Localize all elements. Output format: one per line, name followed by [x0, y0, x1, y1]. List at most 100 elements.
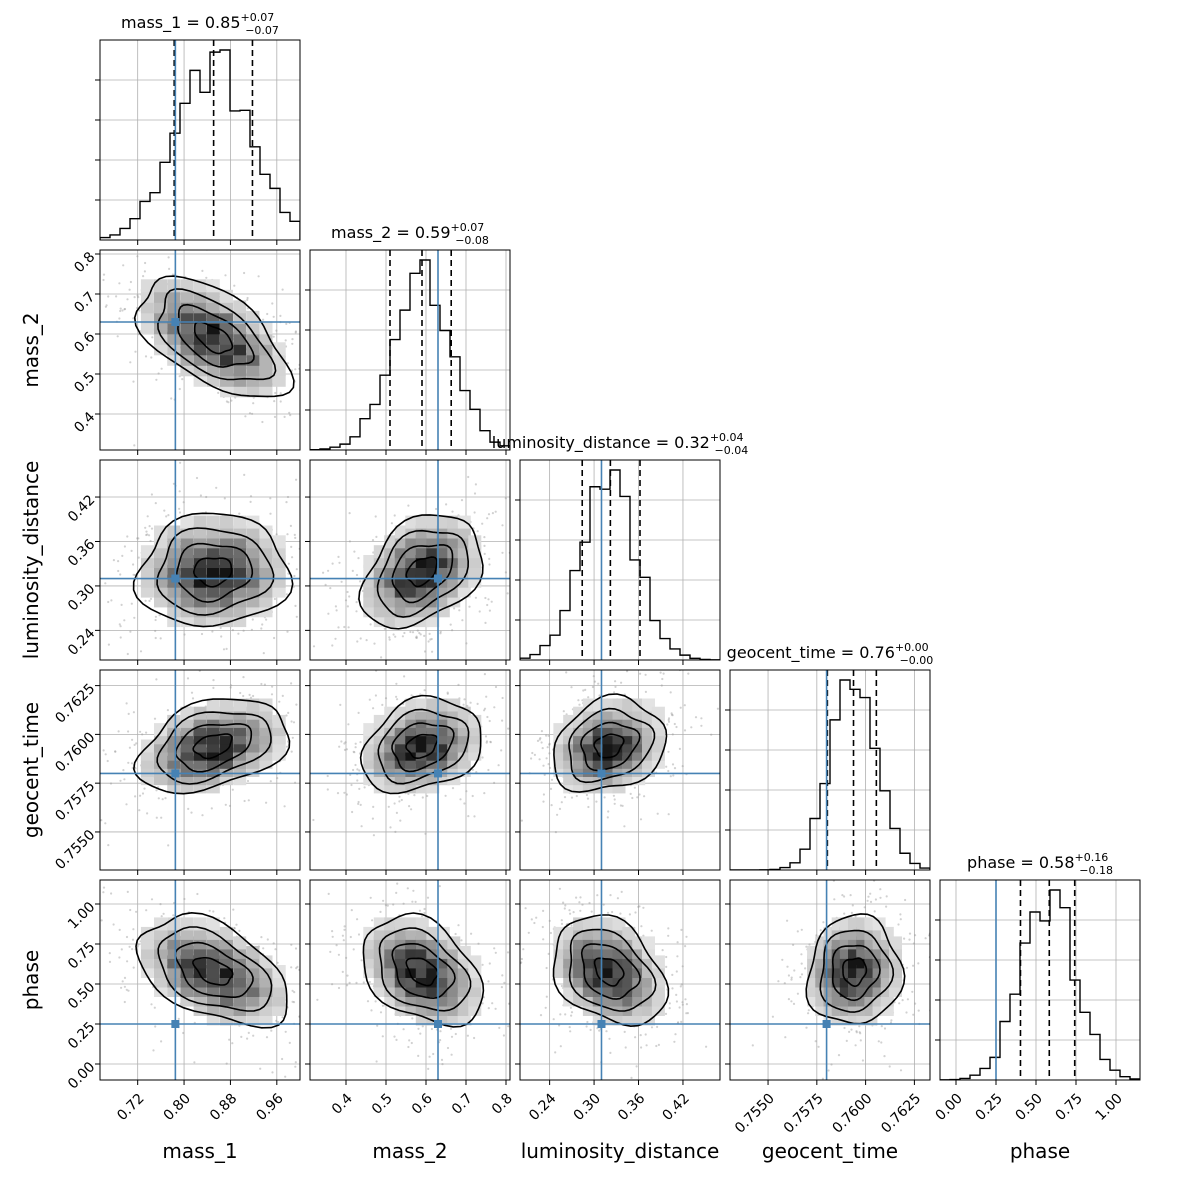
panel-title: mass_2 = 0.59+0.07 −0.08: [331, 221, 489, 247]
x-tick-label: 0.25: [973, 1091, 1006, 1124]
x-tick-label: 0.7550: [732, 1091, 778, 1137]
x-tick-label: 0.50: [1013, 1091, 1046, 1124]
y-tick-label: 0.24: [65, 625, 98, 658]
contour-level: [376, 529, 470, 618]
x-tick-label: 0.96: [253, 1091, 286, 1124]
x-tick-label: 0.80: [161, 1091, 194, 1124]
x-tick-label: 0.30: [571, 1091, 604, 1124]
contour-level: [157, 288, 277, 381]
panel-content: [520, 880, 720, 1080]
y-tick-label: 0.5: [71, 369, 98, 396]
panel-title: geocent_time = 0.76+0.00 −0.00: [727, 641, 934, 667]
contour-level: [593, 733, 625, 759]
contour-level: [553, 693, 668, 793]
contour-level: [133, 275, 295, 398]
contour-level: [132, 698, 291, 795]
histogram-step: [730, 679, 930, 870]
x-tick-label: 0.8: [489, 1091, 516, 1118]
contour-level: [405, 733, 439, 760]
panel-content: [310, 670, 510, 870]
x-tick-label: 0.72: [114, 1091, 147, 1124]
contour-level: [552, 914, 670, 1028]
contours: [359, 694, 482, 795]
x-axis-label-luminosity_distance: luminosity_distance: [521, 1139, 720, 1163]
y-tick-label: 0.6: [71, 329, 98, 356]
hist-panel-luminosity_distance: luminosity_distance = 0.32+0.04 −0.04: [492, 431, 748, 665]
panel-content: [100, 250, 300, 450]
contour-level: [378, 927, 472, 1012]
histogram-step: [940, 889, 1140, 1080]
contours: [362, 912, 485, 1028]
truth-marker: [597, 1020, 606, 1028]
panel-content: [730, 880, 930, 1080]
y-tick-label: 0.50: [65, 979, 98, 1012]
panel-frame: [729, 879, 931, 1081]
y-tick-label: 0.00: [65, 1059, 98, 1092]
x-tick-label: 0.4: [329, 1091, 356, 1118]
contour-level: [192, 733, 233, 760]
contour-level: [405, 957, 439, 987]
contour-level: [391, 943, 456, 1000]
truth-marker: [434, 574, 442, 583]
contour-level: [805, 913, 906, 1025]
contour-level: [192, 957, 234, 986]
panel-luminosity_distance-vs-geocent_time: [515, 669, 721, 875]
panel-frame: [99, 249, 301, 451]
panel-mass_1-vs-mass_2: 0.4 0.5 0.6 0.7 0.8: [71, 249, 301, 455]
contour-level: [135, 911, 288, 1029]
y-tick-label: 0.8: [71, 249, 98, 276]
histogram-step: [520, 469, 720, 660]
x-tick-label: 0.88: [207, 1091, 240, 1124]
contour-level: [156, 527, 275, 616]
x-tick-label: 1.00: [1093, 1091, 1126, 1124]
panel-mass_2-vs-luminosity_distance: [305, 459, 511, 665]
panel-frame: [729, 669, 931, 871]
panel-frame: [519, 669, 721, 871]
y-tick-label: 0.4: [71, 409, 98, 436]
panel-frame: [99, 669, 301, 871]
truth-marker: [434, 1020, 442, 1028]
hist-panel-mass_1: mass_1 = 0.85+0.07 −0.07: [95, 11, 301, 245]
panel-frame: [99, 879, 301, 1081]
panel-title: mass_1 = 0.85+0.07 −0.07: [121, 11, 279, 37]
panel-content: [310, 460, 510, 660]
x-tick-label: 0.7625: [878, 1091, 924, 1137]
y-tick-label: 0.75: [65, 939, 98, 972]
truth-marker: [171, 769, 180, 778]
contour-level: [192, 557, 233, 588]
density-blocks: [807, 917, 902, 1026]
panel-geocent_time-vs-phase: 0.7550 0.7575 0.7600 0.7625: [725, 879, 931, 1137]
contour-level: [132, 512, 294, 628]
histogram-step: [100, 49, 300, 240]
panel-content: [100, 670, 300, 870]
y-axis-label-phase: phase: [19, 950, 43, 1010]
x-axis-label-geocent_time: geocent_time: [762, 1139, 898, 1163]
truth-marker: [822, 1020, 831, 1028]
y-tick-label: 0.25: [65, 1019, 98, 1052]
truth-marker: [171, 1020, 180, 1028]
x-axis-label-mass_1: mass_1: [162, 1139, 237, 1163]
x-tick-label: 0.24: [526, 1091, 559, 1124]
grid: [940, 880, 1140, 1080]
y-tick-label: 0.36: [65, 536, 98, 569]
y-tick-label: 0.7575: [52, 778, 98, 824]
contour-level: [358, 514, 484, 630]
contours: [805, 913, 906, 1025]
panel-frame: [309, 669, 511, 871]
contour-level: [391, 722, 455, 773]
contour-level: [359, 694, 482, 795]
grid: [520, 460, 720, 660]
contour-level: [174, 941, 254, 998]
x-tick-label: 0.75: [1053, 1091, 1086, 1124]
y-tick-label: 0.7600: [52, 729, 98, 775]
contours: [552, 914, 670, 1028]
panel-content: [310, 880, 510, 1080]
panel-mass_1-vs-phase: 0.72 0.80 0.88 0.96 0.00 0.25 0.50 0.75 1.00: [65, 879, 301, 1124]
contour-level: [819, 929, 895, 1013]
contour-level: [362, 912, 485, 1028]
panel-frame: [309, 459, 511, 661]
panel-frame: [309, 249, 511, 451]
hist-panel-geocent_time: geocent_time = 0.76+0.00 −0.00: [725, 641, 933, 875]
contours: [132, 512, 294, 628]
panel-frame: [939, 879, 1141, 1081]
